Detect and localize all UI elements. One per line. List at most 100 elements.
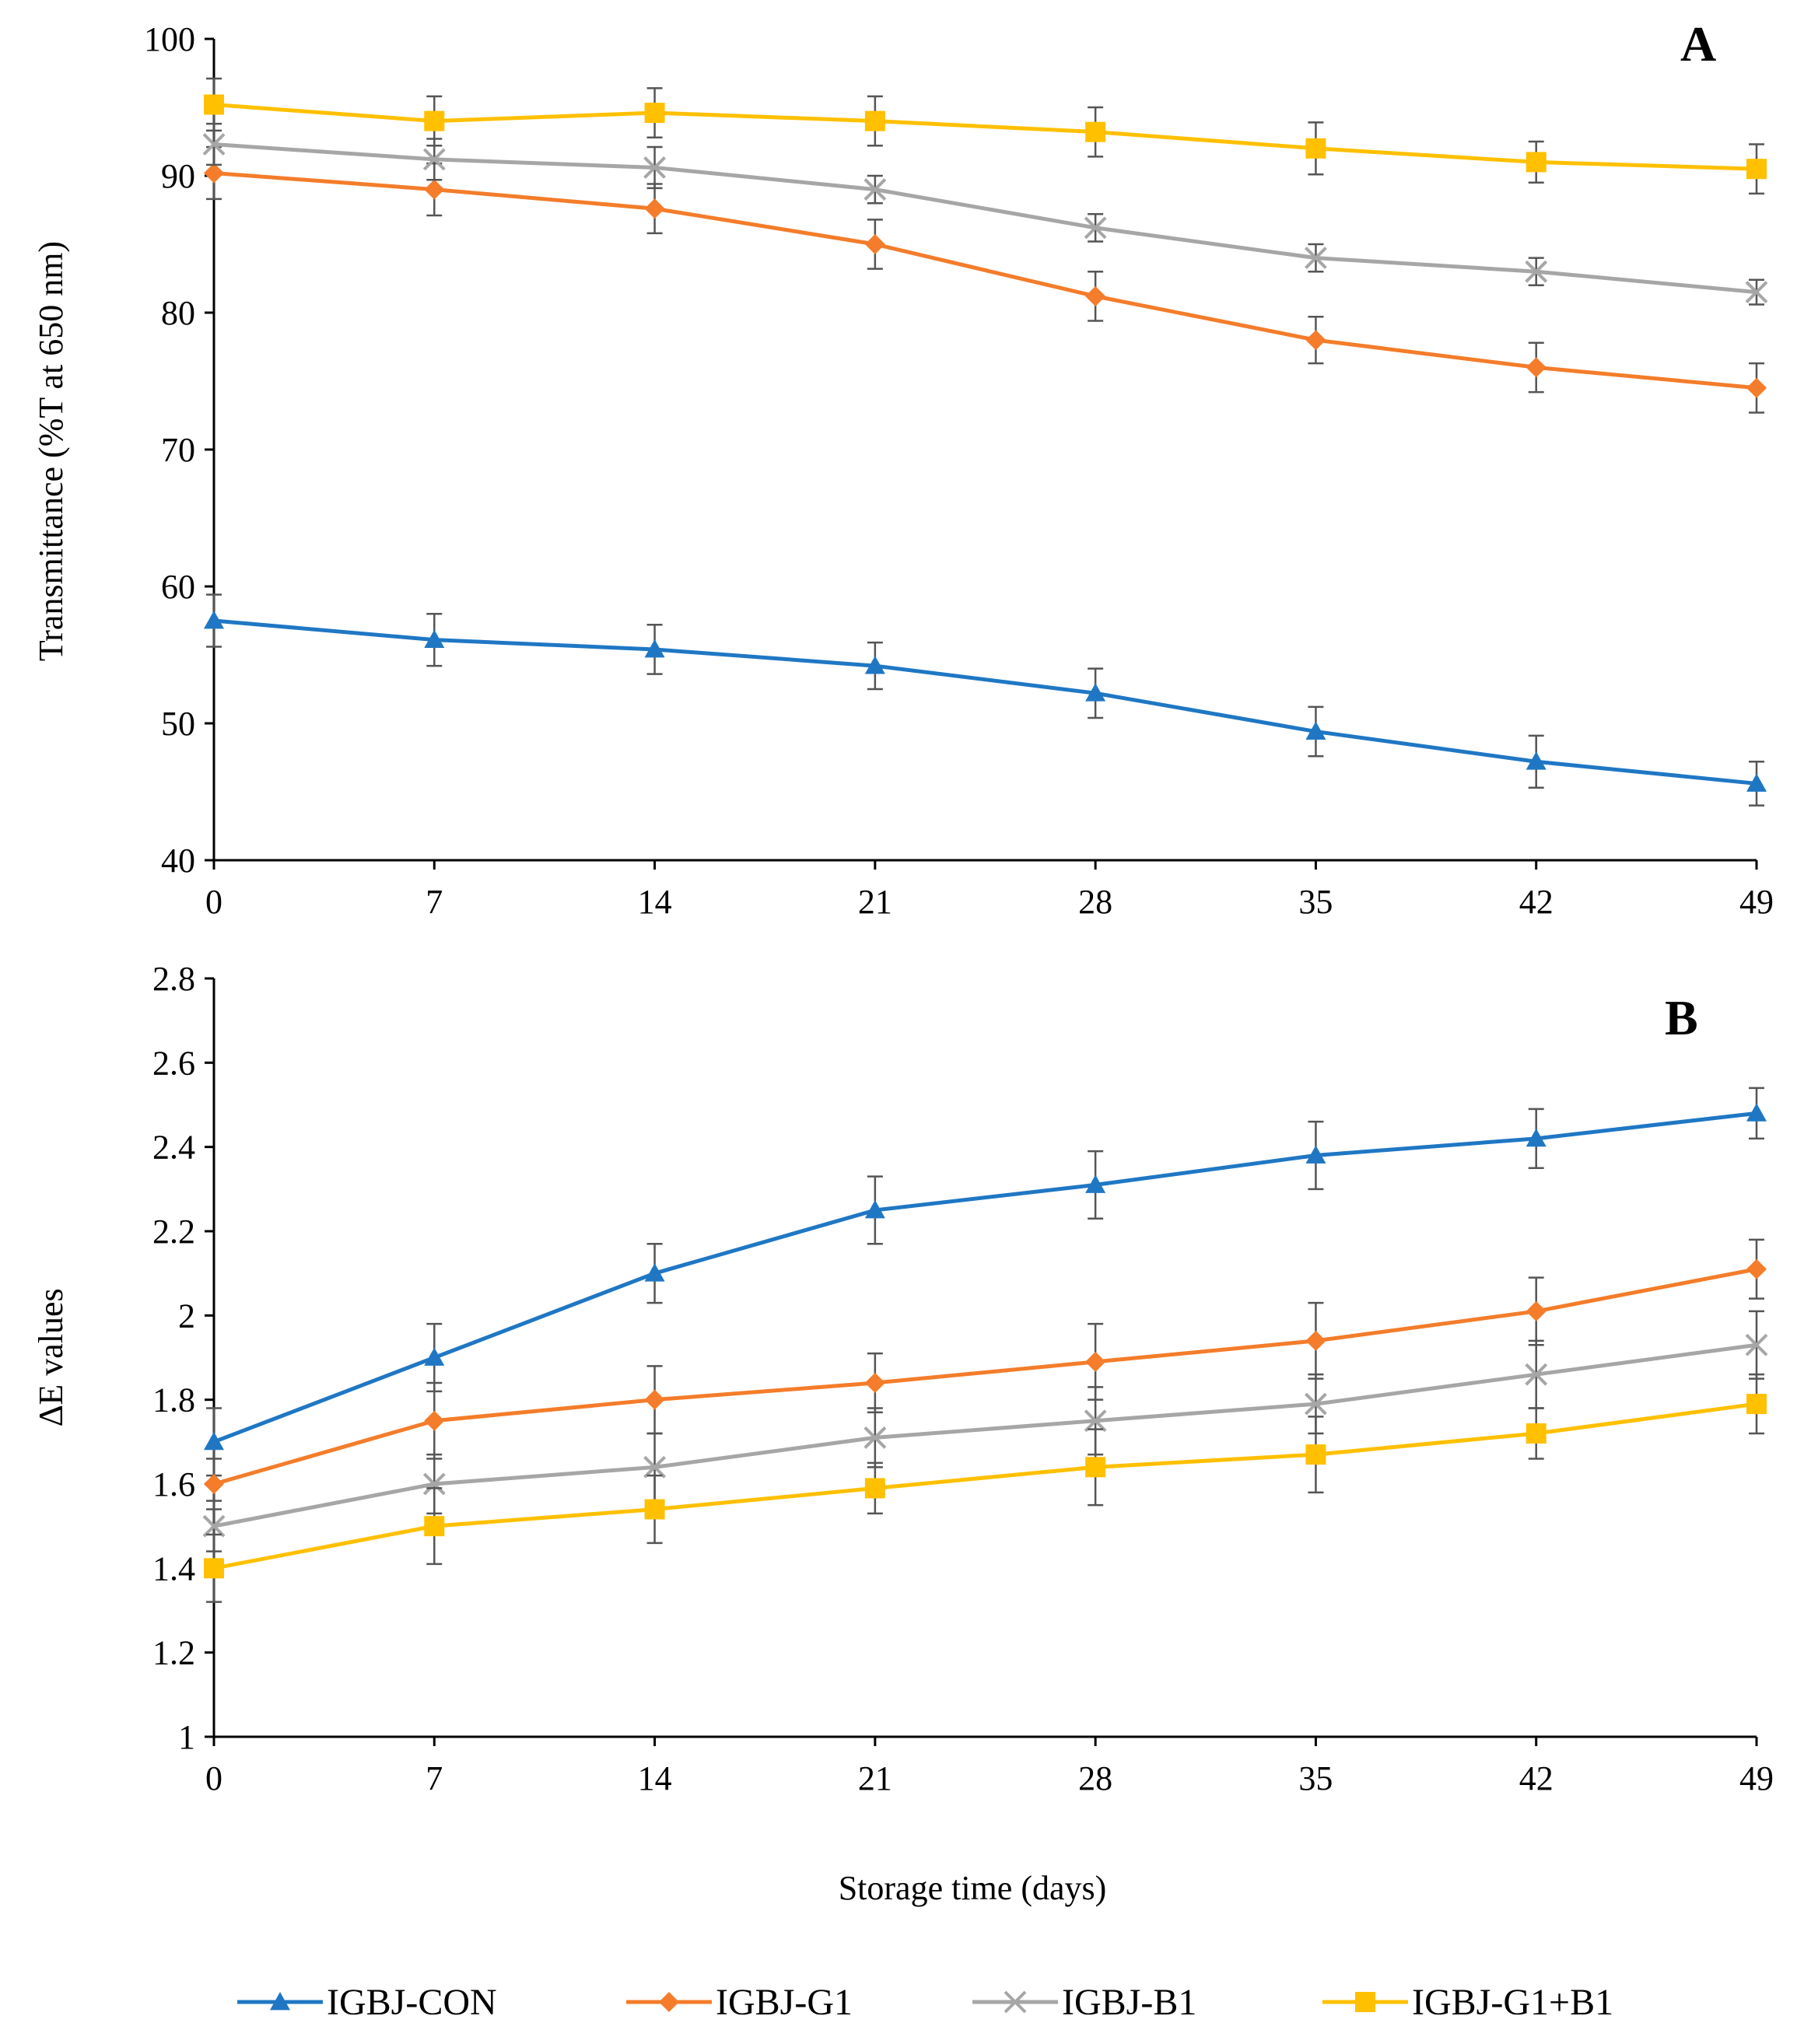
panel-a-point-igbj-g1-b1 <box>1085 121 1106 142</box>
panel-a-y-tick-label: 50 <box>161 705 195 743</box>
panel-a-x-tick-label: 42 <box>1519 883 1554 921</box>
panel-b-point-igbj-b1 <box>1305 1392 1327 1416</box>
panel-a-point-igbj-con <box>1526 751 1547 770</box>
panel-a-y-tick-label: 70 <box>161 431 195 469</box>
panel-a-point-igbj-g1 <box>1305 330 1326 351</box>
panel-a-point-igbj-g1 <box>1526 357 1547 378</box>
panel-b-x-tick-label: 14 <box>638 1759 672 1797</box>
legend-marker-igbj-g1 <box>659 1992 679 2012</box>
panel-a-point-igbj-g1 <box>644 198 665 219</box>
panel-b-x-tick-label: 35 <box>1298 1759 1333 1797</box>
panel-a-series-igbj-b1 <box>202 122 1768 306</box>
panel-a-point-igbj-con <box>204 611 224 629</box>
panel-a-point-igbj-b1 <box>1525 260 1548 283</box>
legend-entry-igbj-con: IGBJ-CON <box>237 1982 497 2023</box>
panel-a-series-igbj-g1-b1 <box>204 77 1767 195</box>
panel-b-y-axis-title: ∆E values <box>32 1288 70 1426</box>
panel-b-point-igbj-g1 <box>1085 1351 1106 1372</box>
panel-b-label: B <box>1665 990 1698 1045</box>
panel-b-point-igbj-g1 <box>1305 1330 1326 1351</box>
panel-a-line-igbj-b1 <box>213 142 1757 295</box>
panel-b-point-igbj-b1 <box>863 1426 887 1449</box>
panel-b-y-tick-label: 1 <box>178 1718 195 1756</box>
panel-b-point-igbj-con <box>864 1199 885 1219</box>
legend-entry-igbj-g1-b1: IGBJ-G1+B1 <box>1322 1982 1613 2023</box>
panel-a-chart: 40 50 60 70 80 90 100 0 7 14 21 28 35 42 49 A Transmi… <box>32 16 1774 921</box>
panel-b-point-igbj-g1 <box>424 1410 445 1431</box>
panel-a-y-tick-label: 60 <box>161 568 195 606</box>
panel-b-series-igbj-con <box>204 1087 1767 1477</box>
legend: IGBJ-CON IGBJ-G1 IGBJ-B1 IGBJ-G1+B1 <box>237 1982 1613 2023</box>
panel-b-point-igbj-con <box>1526 1128 1547 1147</box>
panel-a-series-igbj-g1 <box>204 145 1767 414</box>
panel-b-point-igbj-g1 <box>1526 1300 1547 1321</box>
panel-b-point-igbj-g1-b1 <box>1526 1423 1547 1444</box>
panel-b-point-igbj-g1-b1 <box>424 1516 445 1537</box>
panel-b-series-igbj-g1 <box>204 1238 1767 1510</box>
panel-b-line-igbj-b1 <box>213 1342 1757 1528</box>
panel-a-point-igbj-g1-b1 <box>204 94 224 115</box>
panel-b-y-tick-label: 2.6 <box>152 1044 195 1082</box>
panel-a-point-igbj-b1 <box>863 178 887 201</box>
legend-label-igbj-con: IGBJ-CON <box>327 1982 497 2023</box>
panel-b-x-tick-label: 28 <box>1078 1759 1112 1797</box>
panel-b-line-igbj-g1-b1 <box>213 1402 1757 1570</box>
panel-b-point-igbj-con <box>644 1263 665 1282</box>
panel-b-point-igbj-g1-b1 <box>1085 1457 1106 1478</box>
panel-a-point-igbj-g1 <box>204 163 224 184</box>
panel-b-point-igbj-con <box>1746 1103 1767 1122</box>
legend-marker-igbj-b1 <box>1004 1990 1027 2014</box>
panel-a-point-igbj-b1 <box>1084 216 1107 240</box>
legend-label-igbj-g1-b1: IGBJ-G1+B1 <box>1412 1982 1613 2023</box>
panel-b-y-tick-label: 2 <box>178 1297 195 1335</box>
panel-b-chart: 1 1.2 1.4 1.6 1.8 2 2.2 2.4 2.6 2.8 0 7 14 21 28 35 42 4… <box>32 960 1774 1907</box>
panel-a-x-ticks: 0 7 14 21 28 35 42 49 <box>205 860 1774 921</box>
panel-b-point-igbj-b1 <box>1525 1363 1548 1386</box>
x-axis-title: Storage time (days) <box>839 1869 1107 1907</box>
panel-a-x-tick-label: 7 <box>426 883 443 921</box>
legend-marker-igbj-con <box>270 1992 290 2011</box>
panel-b-point-igbj-con <box>1305 1145 1326 1164</box>
panel-b-point-igbj-g1 <box>204 1474 224 1494</box>
panel-a-point-igbj-b1 <box>1745 281 1768 304</box>
panel-b-point-igbj-g1-b1 <box>1746 1394 1767 1415</box>
panel-b-point-igbj-g1-b1 <box>864 1478 885 1499</box>
panel-a-point-igbj-con <box>1085 683 1106 702</box>
panel-a-point-igbj-g1 <box>864 234 885 254</box>
panel-b-point-igbj-con <box>1085 1174 1106 1193</box>
panel-b-x-tick-label: 49 <box>1739 1759 1774 1797</box>
legend-entry-igbj-g1: IGBJ-G1 <box>626 1982 853 2023</box>
panel-a-y-tick-label: 80 <box>161 294 195 332</box>
panel-b-y-tick-label: 1.6 <box>152 1465 195 1503</box>
panel-a-line-igbj-g1-b1 <box>213 102 1757 171</box>
panel-b-point-igbj-g1-b1 <box>1305 1444 1326 1465</box>
panel-a-y-tick-label: 40 <box>161 842 195 880</box>
panel-a-x-tick-label: 35 <box>1298 883 1333 921</box>
panel-a-point-igbj-g1 <box>1746 377 1767 398</box>
panel-a-point-igbj-g1-b1 <box>424 110 445 131</box>
panel-a-x-tick-label: 21 <box>858 883 892 921</box>
panel-b-x-tick-label: 42 <box>1519 1759 1554 1797</box>
panel-a-x-tick-label: 28 <box>1078 883 1112 921</box>
panel-b-line-igbj-con <box>213 1111 1757 1444</box>
panel-a-point-igbj-g1-b1 <box>1526 152 1547 173</box>
legend-label-igbj-g1: IGBJ-G1 <box>716 1982 853 2023</box>
panel-b-point-igbj-con <box>204 1431 224 1451</box>
panel-b-x-tick-label: 7 <box>426 1759 443 1797</box>
panel-a-x-tick-label: 0 <box>205 883 222 921</box>
panel-b-x-tick-label: 0 <box>205 1759 222 1797</box>
panel-b-point-igbj-b1 <box>202 1514 226 1538</box>
panel-a-y-axis-title: Transmittance (%T at 650 nm) <box>32 241 70 661</box>
panel-b-x-ticks: 0 7 14 21 28 35 42 49 <box>205 1737 1774 1797</box>
panel-a-x-tick-label: 14 <box>638 883 672 921</box>
panel-a-line-igbj-con <box>213 618 1757 786</box>
panel-a-point-igbj-g1 <box>1085 285 1106 306</box>
panel-b-point-igbj-b1 <box>422 1472 446 1496</box>
panel-b-series-igbj-g1-b1 <box>204 1373 1767 1603</box>
panel-b-point-igbj-b1 <box>1084 1409 1107 1433</box>
panel-a-point-igbj-b1 <box>422 148 446 171</box>
panel-b-point-igbj-b1 <box>643 1455 666 1479</box>
panel-a-point-igbj-g1-b1 <box>644 103 665 124</box>
panel-a-series <box>202 77 1768 807</box>
